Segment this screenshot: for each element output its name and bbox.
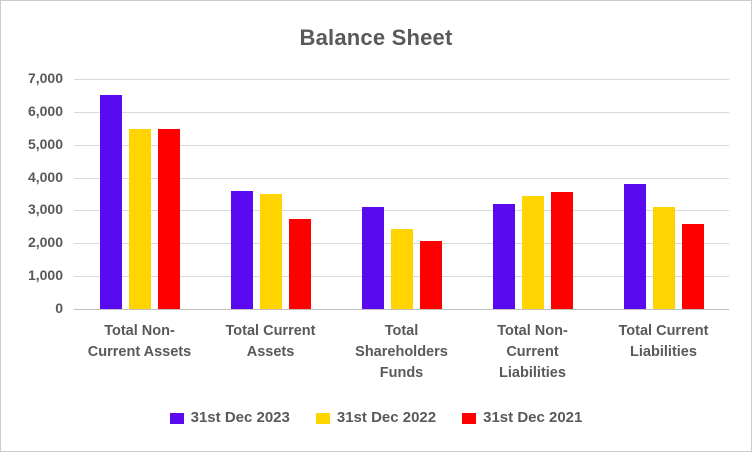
category-label: Total Non- Current Liabilities xyxy=(497,323,568,381)
bar xyxy=(259,194,282,309)
bar xyxy=(623,184,646,309)
legend: 31st Dec 2023 31st Dec 2022 31st Dec 2021 xyxy=(1,409,751,426)
gridline xyxy=(74,79,729,80)
legend-item: 31st Dec 2021 xyxy=(462,409,582,426)
bar xyxy=(288,218,311,309)
y-tick-label: 7,000 xyxy=(27,70,63,86)
legend-swatch xyxy=(315,412,330,424)
bar xyxy=(652,207,675,309)
bar xyxy=(230,190,253,309)
category-label: Total Current Assets xyxy=(225,323,316,360)
legend-label: 31st Dec 2022 xyxy=(336,409,437,426)
y-tick-label: 3,000 xyxy=(27,201,63,217)
x-axis-line xyxy=(74,309,729,310)
chart-title: Balance Sheet xyxy=(299,25,453,50)
bar xyxy=(390,228,413,309)
bar xyxy=(361,207,384,309)
bar xyxy=(99,95,122,309)
y-tick-label: 0 xyxy=(55,300,63,316)
bar xyxy=(550,192,573,309)
gridline xyxy=(74,210,729,211)
gridline xyxy=(74,178,729,179)
legend-swatch xyxy=(169,412,184,424)
bar xyxy=(521,195,544,309)
bar xyxy=(419,240,442,309)
bar xyxy=(681,223,704,309)
bar xyxy=(128,128,151,309)
gridline xyxy=(74,145,729,146)
y-tick-label: 1,000 xyxy=(27,267,63,283)
y-tick-label: 6,000 xyxy=(27,103,63,119)
bar xyxy=(492,203,515,309)
legend-item: 31st Dec 2023 xyxy=(169,409,290,426)
legend-swatch xyxy=(462,412,477,424)
category-label: Total Shareholders Funds xyxy=(355,323,448,381)
legend-label: 31st Dec 2021 xyxy=(483,409,583,426)
y-tick-label: 4,000 xyxy=(27,169,63,185)
y-tick-label: 2,000 xyxy=(27,234,63,250)
category-label: Total Current Liabilities xyxy=(618,323,709,360)
bar xyxy=(157,129,180,309)
y-tick-label: 5,000 xyxy=(27,136,63,152)
gridline xyxy=(74,112,729,113)
legend-label: 31st Dec 2023 xyxy=(190,409,290,426)
legend-item: 31st Dec 2022 xyxy=(315,409,437,426)
category-label: Total Non- Current Assets xyxy=(87,323,192,360)
